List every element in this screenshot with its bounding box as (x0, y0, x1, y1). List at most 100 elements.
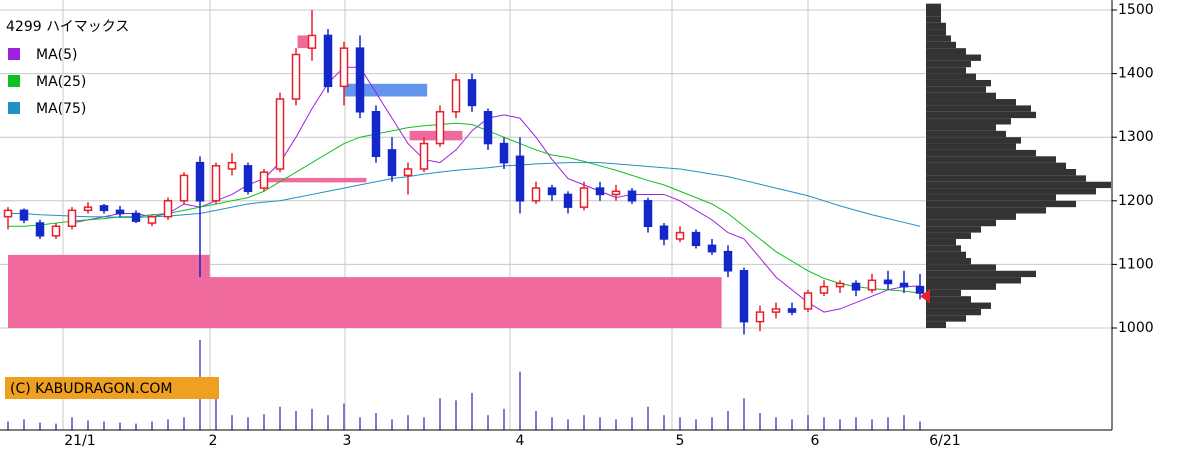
volume-bar (903, 415, 905, 430)
profile-bar (926, 41, 956, 49)
profile-bar (926, 143, 1016, 150)
y-tick-label: 1500 (1118, 2, 1154, 18)
profile-bar (926, 73, 976, 80)
volume-bar (231, 415, 233, 430)
volume-bar (71, 417, 73, 430)
profile-bar (926, 283, 996, 290)
candle-body (163, 200, 173, 218)
zone (209, 277, 722, 328)
volume-bar (311, 408, 313, 430)
volume-bar (439, 398, 441, 430)
zone (297, 35, 309, 49)
candle-body (627, 190, 637, 202)
y-tick-label: 1400 (1118, 66, 1154, 82)
candle-body (515, 155, 525, 202)
volume-bar (423, 417, 425, 430)
candle-body (387, 149, 397, 177)
candle-body (259, 171, 269, 189)
volume-bar (551, 417, 553, 430)
candle-body (915, 285, 925, 294)
candle-body (19, 209, 29, 221)
profile-bar (926, 162, 1066, 169)
profile-bar (926, 92, 996, 100)
profile-bar (926, 105, 1031, 112)
candle-body (723, 250, 733, 272)
volume-bar (583, 415, 585, 430)
profile-bar (926, 251, 966, 259)
candle-body (675, 231, 685, 240)
candle-body (835, 282, 845, 288)
volume-bar (279, 406, 281, 430)
profile-bar (926, 321, 946, 328)
candle-body (67, 209, 77, 227)
volume-bar (711, 417, 713, 430)
volume-bar (455, 400, 457, 430)
volume-bar (327, 415, 329, 430)
candle-body (611, 190, 621, 196)
x-tick-label: 21/1 (64, 433, 95, 449)
profile-bar (926, 270, 1036, 278)
profile-bar (926, 258, 971, 265)
x-tick-label: 4 (516, 433, 525, 449)
candle-body (755, 311, 765, 323)
legend-label: MA(25) (36, 74, 86, 90)
y-tick-label: 1200 (1118, 193, 1154, 209)
watermark: (C) KABUDRAGON.COM (10, 381, 172, 397)
legend-label: MA(5) (36, 47, 78, 63)
zone (267, 177, 367, 183)
volume-bar (215, 398, 217, 430)
candle-body (467, 79, 477, 107)
profile-bar (926, 200, 1076, 208)
profile-bar (926, 219, 996, 227)
volume-bar (471, 392, 473, 430)
candle-body (643, 200, 653, 227)
volume-bar (663, 415, 665, 430)
volume-bar (567, 419, 569, 430)
volume-bar (87, 420, 89, 430)
legend-label: MA(75) (36, 101, 86, 117)
candle-body (131, 212, 141, 222)
volume-bar (631, 417, 633, 430)
volume-bar (23, 419, 25, 430)
profile-bar (926, 188, 1096, 195)
profile-bar (926, 111, 1036, 119)
profile-bar (926, 302, 991, 309)
volume-bar (263, 414, 265, 430)
candle-body (547, 187, 557, 196)
profile-bar (926, 169, 1076, 176)
profile-bar (926, 99, 1016, 106)
volume-bar (791, 419, 793, 430)
candle-body (419, 142, 429, 170)
legend-swatch (8, 102, 20, 114)
profile-bar (926, 226, 981, 233)
candle-body (115, 209, 125, 215)
profile-bar (926, 315, 966, 322)
profile-bar (926, 238, 956, 246)
candle-body (883, 279, 893, 285)
candle-body (211, 165, 221, 202)
candle-body (803, 292, 813, 310)
volume-bar (151, 421, 153, 430)
candle-body (451, 79, 461, 113)
volume-bar (487, 415, 489, 430)
candle-body (323, 34, 333, 88)
candle-body (371, 111, 381, 158)
candle-body (707, 244, 717, 253)
candle-body (483, 111, 493, 145)
profile-bar (926, 156, 1056, 163)
legend-swatch (8, 75, 20, 87)
watermark-box (5, 377, 219, 399)
profile-bar (926, 207, 1046, 214)
volume-bar (887, 417, 889, 430)
y-tick-label: 1300 (1118, 129, 1154, 145)
volume-bar (743, 398, 745, 430)
profile-bar (926, 194, 1056, 201)
ma-line (71, 66, 921, 313)
profile-bar (926, 232, 971, 239)
profile-bar (926, 16, 941, 23)
candle-body (99, 205, 109, 212)
volume-bar (871, 419, 873, 430)
candle-body (195, 161, 205, 202)
candle-body (739, 270, 749, 323)
